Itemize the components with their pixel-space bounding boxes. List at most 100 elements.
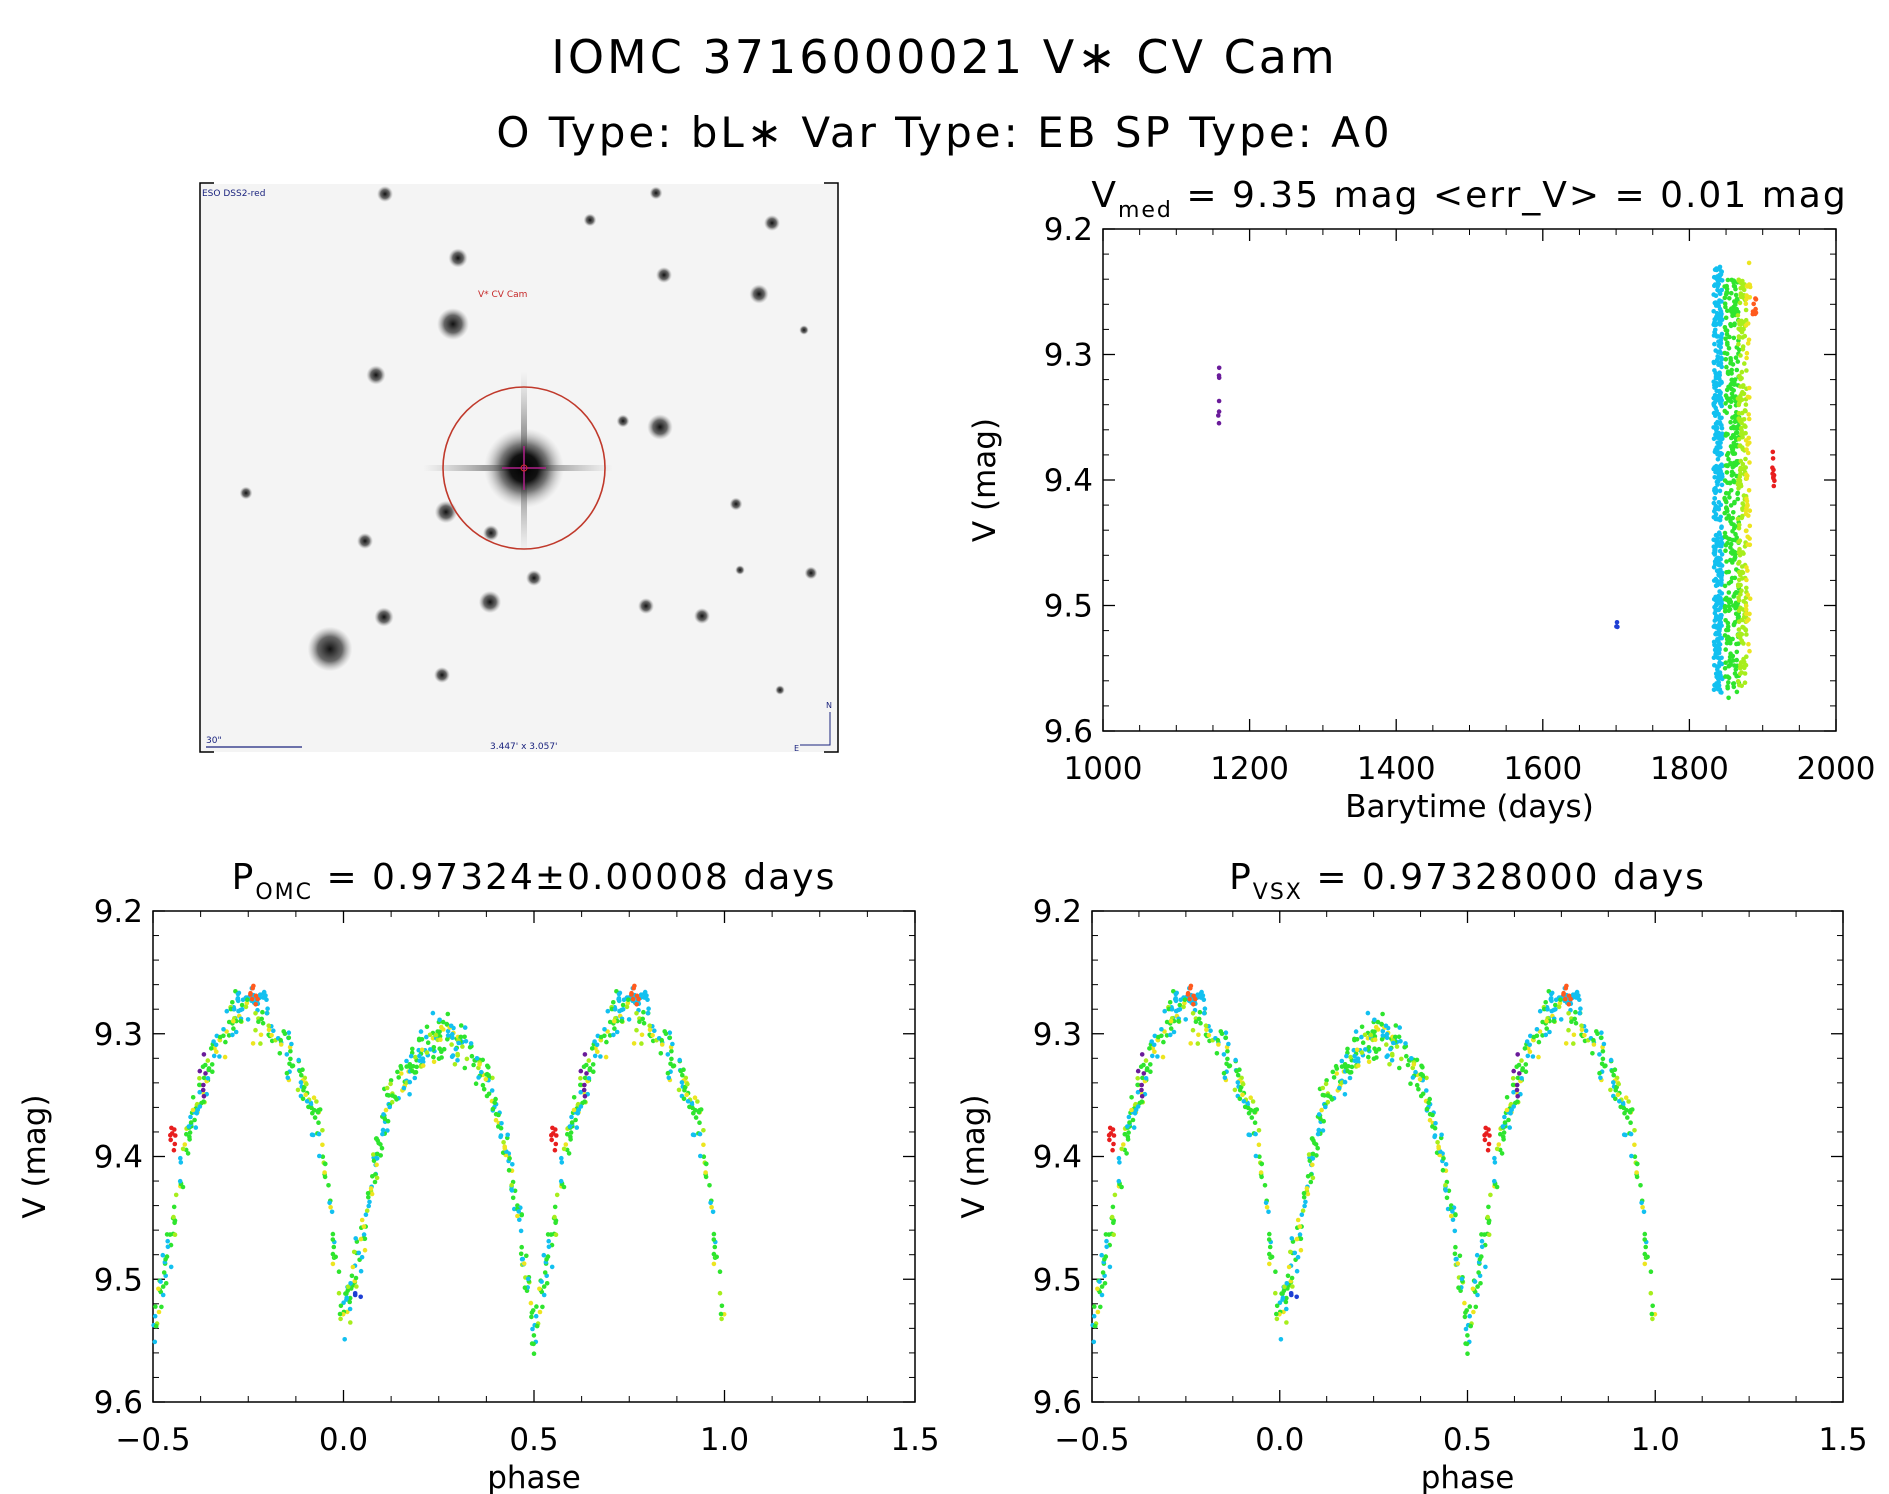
data-point [619, 1018, 625, 1024]
data-point [156, 1309, 162, 1315]
data-point [1746, 337, 1752, 343]
data-point [178, 1155, 183, 1161]
data-point [1197, 1009, 1203, 1015]
data-point [1746, 513, 1751, 518]
data-point [1216, 409, 1222, 414]
data-point [380, 1131, 385, 1137]
data-point [645, 1010, 651, 1016]
data-point [347, 1299, 353, 1305]
y-axis-label: V (mag) [967, 418, 1003, 542]
data-point [550, 1125, 555, 1131]
data-point [365, 1191, 371, 1196]
data-point [626, 997, 631, 1002]
data-point [639, 1041, 644, 1046]
data-point [1117, 1160, 1122, 1165]
data-point [701, 1128, 706, 1133]
data-point [1125, 1137, 1131, 1142]
data-point [371, 1152, 376, 1157]
x-tick-label: 0.0 [1255, 1422, 1304, 1458]
data-point [1732, 549, 1737, 555]
data-point [1216, 365, 1222, 371]
data-point [567, 1124, 573, 1129]
data-point [1148, 1069, 1153, 1074]
data-point [1363, 1047, 1368, 1052]
data-point [1223, 1035, 1229, 1040]
data-point [1416, 1086, 1421, 1092]
data-point [1741, 431, 1747, 436]
data-point [1393, 1034, 1398, 1040]
data-point [1613, 1096, 1618, 1102]
data-point [343, 1291, 348, 1296]
data-point [345, 1309, 350, 1315]
field-star [647, 414, 673, 440]
data-point [1502, 1120, 1508, 1125]
data-point [1195, 1041, 1201, 1046]
data-point [1319, 1107, 1324, 1113]
data-point [539, 1279, 544, 1284]
data-point [1216, 413, 1221, 418]
data-point [541, 1252, 547, 1258]
data-point [1304, 1186, 1310, 1191]
field-stars [239, 186, 818, 695]
data-point [211, 1053, 217, 1059]
data-point [222, 1054, 228, 1060]
data-point [602, 1027, 607, 1032]
data-point [1729, 306, 1734, 312]
data-point [1739, 670, 1744, 675]
data-point [1717, 322, 1723, 327]
data-point [1739, 639, 1745, 645]
data-point [1591, 1037, 1596, 1043]
data-point [1746, 416, 1752, 422]
data-point [1744, 476, 1749, 481]
data-point [659, 1037, 664, 1043]
data-point [1182, 1000, 1187, 1006]
data-point [1323, 1104, 1328, 1110]
data-point [590, 1062, 596, 1067]
data-point [1127, 1120, 1132, 1125]
data-point [1739, 376, 1744, 381]
data-point [1436, 1146, 1441, 1151]
data-point [1640, 1205, 1645, 1210]
data-point [348, 1281, 353, 1286]
data-point [1198, 995, 1204, 1000]
data-point [1286, 1264, 1292, 1270]
data-point [1288, 1291, 1294, 1296]
y-tick-label: 9.2 [1033, 894, 1082, 930]
data-point [1716, 472, 1722, 477]
data-point [584, 1062, 589, 1068]
data-point [1628, 1120, 1633, 1125]
data-point [1712, 604, 1717, 610]
field-star [526, 570, 542, 586]
data-point [1498, 1131, 1503, 1137]
data-point [158, 1279, 163, 1284]
data-point [1290, 1284, 1295, 1289]
data-point [1366, 1059, 1372, 1065]
data-point [1611, 1080, 1616, 1085]
data-point [1747, 508, 1753, 513]
data-point [388, 1078, 394, 1083]
data-point [1111, 1232, 1116, 1237]
data-point [1717, 617, 1722, 623]
data-point [1455, 1261, 1461, 1266]
data-point [1733, 531, 1738, 537]
data-point [1712, 610, 1718, 616]
data-point [1185, 992, 1191, 997]
data-point [663, 1031, 669, 1036]
data-point [528, 1300, 534, 1306]
data-point [586, 1058, 592, 1063]
data-point [549, 1132, 554, 1138]
data-point [712, 1244, 718, 1250]
data-point [1715, 655, 1721, 660]
sky-image-panel: ESO DSS2-red V* CV Cam 30" 3.447' x 3.05… [199, 182, 839, 753]
data-point [696, 1109, 702, 1115]
data-point [1650, 1303, 1655, 1309]
data-point [481, 1086, 487, 1092]
data-point [1263, 1200, 1269, 1206]
data-point [1740, 660, 1746, 665]
data-point [518, 1251, 524, 1257]
data-point [1738, 353, 1743, 358]
data-point [1736, 277, 1741, 283]
data-point [359, 1217, 365, 1223]
data-point [1298, 1247, 1304, 1253]
data-point [1719, 612, 1724, 618]
